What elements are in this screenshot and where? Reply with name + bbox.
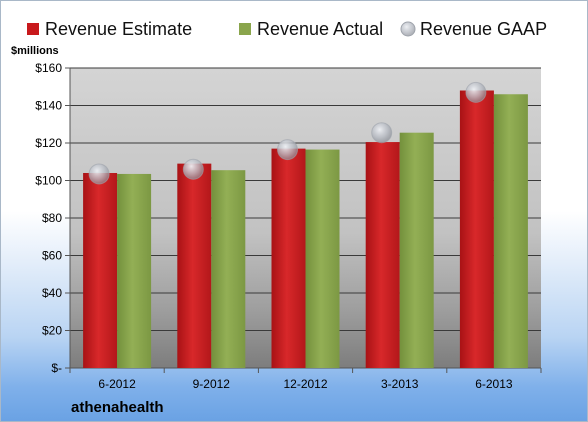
y-tick-label: $160 [35, 61, 62, 75]
legend: Revenue Estimate Revenue Actual Revenue GA… [27, 19, 547, 39]
y-axis-unit-label: $millions [11, 45, 59, 57]
legend-actual-swatch [239, 23, 251, 35]
revenue-gaap-marker [88, 163, 110, 185]
gaap-markers [88, 81, 487, 185]
revenue-gaap-marker [371, 122, 393, 144]
legend-label: Revenue GAAP [420, 19, 547, 39]
x-tick-label: 9-2012 [193, 377, 231, 391]
y-tick-label: $20 [42, 324, 62, 338]
x-tick-label: 6-2012 [98, 377, 136, 391]
revenue-gaap-marker [465, 81, 487, 103]
y-tick-label: $100 [35, 174, 62, 188]
y-tick-label: $140 [35, 99, 62, 113]
revenue-estimate-bar [177, 163, 212, 368]
x-tick-label: 12-2012 [283, 377, 327, 391]
revenue-gaap-marker [182, 158, 204, 180]
x-tick-label: 6-2013 [475, 377, 513, 391]
revenue-estimate-bar [459, 90, 494, 368]
revenue-actual-bar [305, 149, 340, 368]
y-tick-label: $80 [42, 211, 62, 225]
revenue-actual-bar [211, 170, 246, 368]
x-tick-label: 3-2013 [381, 377, 419, 391]
revenue-estimate-bar [83, 173, 118, 368]
legend-gaap-icon [400, 21, 416, 37]
legend-estimate-swatch [27, 23, 39, 35]
y-axis-ticks: $- $20 $40 $60 $80 $100 $120 $140 $160 [35, 61, 71, 375]
revenue-actual-bar [399, 132, 434, 368]
revenue-actual-bar [493, 94, 528, 368]
company-name: athenahealth [71, 399, 164, 416]
bars [83, 90, 528, 368]
revenue-estimate-bar [271, 148, 306, 368]
y-tick-label: $- [51, 361, 62, 375]
revenue-estimate-bar [365, 142, 400, 368]
revenue-gaap-marker [277, 139, 298, 161]
legend-label: Revenue Estimate [45, 19, 192, 39]
legend-label: Revenue Actual [257, 19, 383, 39]
x-axis-ticks: 6-2012 9-2012 12-2012 3-2013 6-2013 [69, 368, 542, 391]
y-tick-label: $120 [35, 136, 62, 150]
y-tick-label: $60 [42, 249, 62, 263]
y-tick-label: $40 [42, 286, 62, 300]
revenue-actual-bar [117, 173, 152, 368]
